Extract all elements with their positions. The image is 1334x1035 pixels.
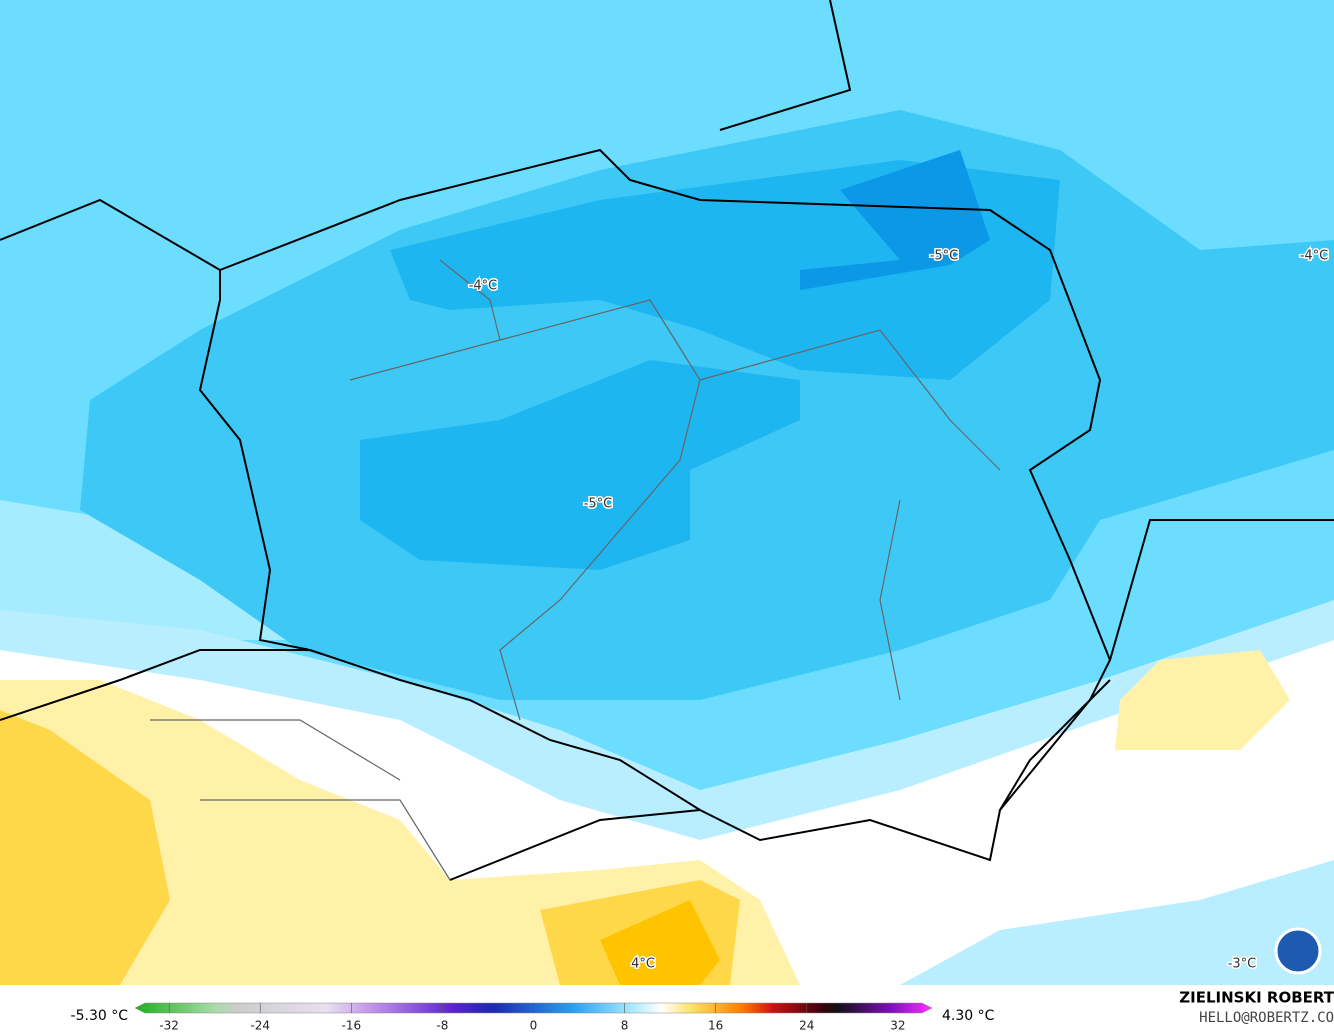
country-border [198, 148, 1112, 862]
contour [1115, 650, 1290, 750]
map-label: -5°C [930, 249, 959, 264]
map-label: -5°C [584, 497, 613, 512]
colorbar-min: -5.30 °C [71, 1008, 129, 1024]
map-label: -4°C [1300, 249, 1329, 264]
credit-contact: HELLO@ROBERTZ.CO [1199, 1010, 1334, 1026]
colorbar-tick-label: 8 [621, 1019, 629, 1033]
colorbar-max: 4.30 °C [942, 1008, 995, 1024]
contour [600, 900, 720, 985]
map-label: -3°C [1228, 957, 1257, 972]
country-border [0, 0, 1334, 881]
colorbar-tick-label: 32 [890, 1019, 905, 1033]
colorbar-tick-label: -32 [159, 1019, 179, 1033]
contour [360, 360, 800, 570]
colorbar-tick-label: 24 [799, 1019, 814, 1033]
colorbar-tick-label: -8 [436, 1019, 448, 1033]
colorbar-tick-label: -16 [342, 1019, 362, 1033]
contour [0, 500, 300, 640]
contour [800, 150, 990, 290]
colorbar-tick-label: 16 [708, 1019, 723, 1033]
colorbar-tick-label: -24 [250, 1019, 270, 1033]
map-label: 4°C [631, 957, 655, 972]
contour [0, 710, 170, 985]
colorbar-tick-label: 0 [530, 1019, 538, 1033]
credit-name: ZIELINSKI ROBERT [1179, 989, 1334, 1007]
noaa-logo [1274, 927, 1322, 975]
map: -4°C -5°C -5°C -4°C 4°C -3°C [0, 0, 1334, 985]
map-label: -4°C [469, 279, 498, 294]
region-border [150, 259, 1001, 881]
